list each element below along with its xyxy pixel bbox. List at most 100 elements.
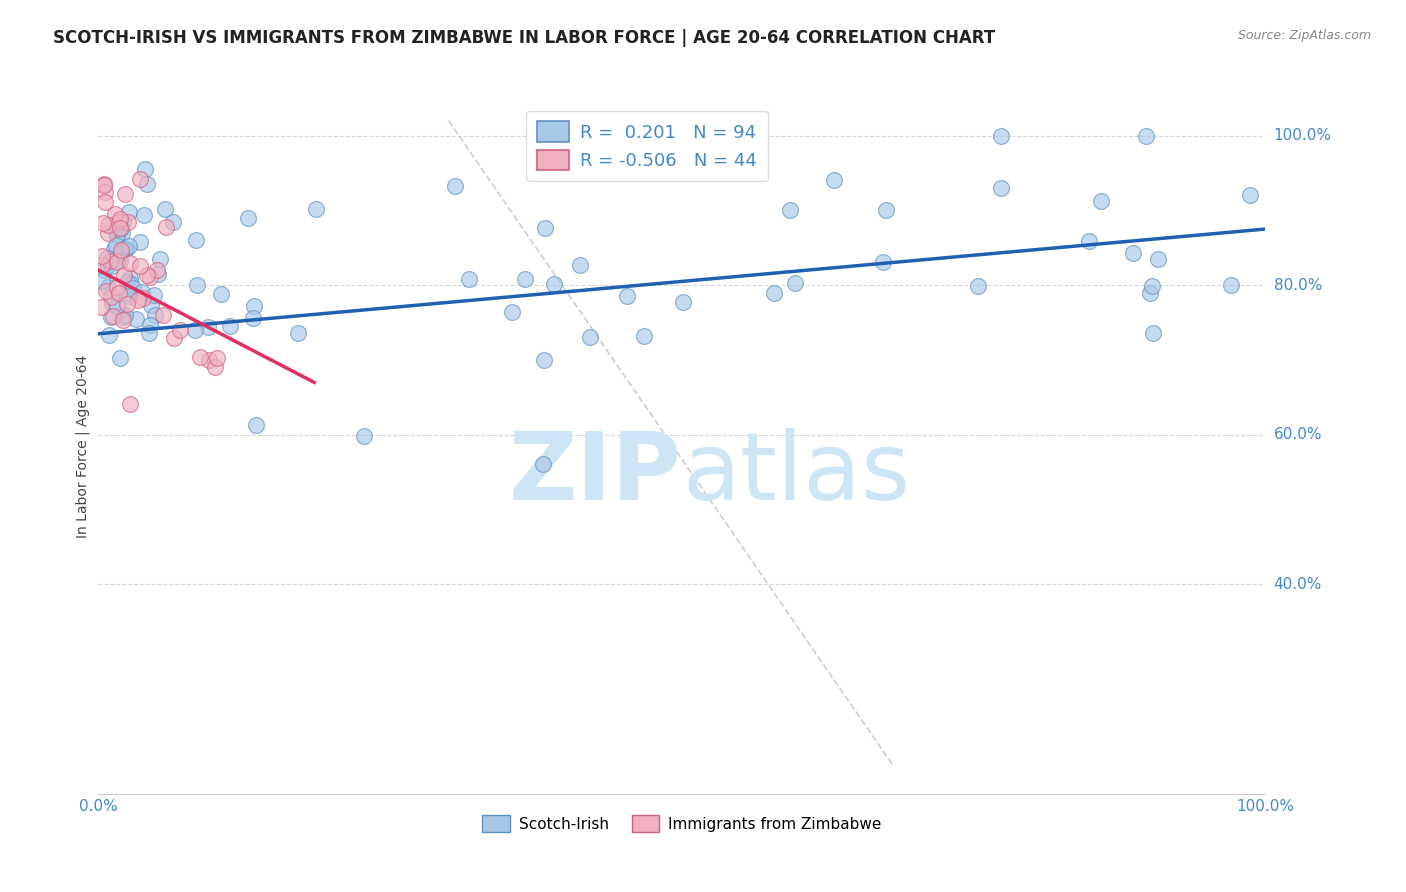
Point bbox=[169, 323, 191, 337]
Point bbox=[110, 220, 132, 235]
Point bbox=[94, 185, 117, 199]
Point bbox=[149, 252, 172, 266]
Point bbox=[118, 270, 141, 285]
Point bbox=[117, 289, 139, 303]
Point bbox=[132, 291, 155, 305]
Point bbox=[209, 286, 232, 301]
Point bbox=[107, 220, 129, 235]
Point bbox=[197, 319, 219, 334]
Point bbox=[146, 263, 169, 277]
Point bbox=[110, 244, 132, 258]
Point bbox=[96, 219, 118, 233]
Point bbox=[534, 220, 557, 235]
Point bbox=[1139, 285, 1161, 300]
Point bbox=[118, 397, 141, 411]
Point bbox=[115, 297, 138, 311]
Point bbox=[501, 304, 523, 318]
Point bbox=[245, 417, 267, 432]
Point bbox=[114, 308, 136, 322]
Point bbox=[108, 211, 131, 226]
Point bbox=[136, 268, 159, 283]
Point bbox=[90, 249, 112, 263]
Point bbox=[139, 318, 162, 332]
Point bbox=[115, 242, 138, 256]
Point bbox=[458, 272, 481, 286]
Point bbox=[513, 272, 536, 286]
Point bbox=[129, 259, 152, 273]
Point bbox=[763, 285, 786, 300]
Point bbox=[90, 300, 112, 314]
Point bbox=[118, 239, 141, 253]
Point bbox=[142, 288, 165, 302]
Text: 80.0%: 80.0% bbox=[1274, 277, 1322, 293]
Point bbox=[90, 258, 112, 272]
Point bbox=[1239, 187, 1261, 202]
Point bbox=[134, 161, 156, 176]
Point bbox=[127, 293, 149, 307]
Point bbox=[93, 178, 115, 193]
Point bbox=[579, 330, 602, 344]
Point bbox=[122, 281, 145, 295]
Point bbox=[204, 360, 226, 375]
Point bbox=[1146, 252, 1168, 267]
Text: atlas: atlas bbox=[682, 428, 910, 520]
Point bbox=[967, 279, 990, 293]
Point bbox=[101, 296, 124, 310]
Text: 100.0%: 100.0% bbox=[1274, 128, 1331, 143]
Point bbox=[91, 216, 114, 230]
Point bbox=[129, 172, 152, 186]
Point bbox=[115, 286, 138, 301]
Point bbox=[243, 299, 266, 313]
Point bbox=[184, 323, 207, 337]
Point bbox=[823, 173, 845, 187]
Point bbox=[186, 278, 208, 293]
Point bbox=[131, 285, 153, 299]
Point bbox=[533, 353, 555, 368]
Point bbox=[633, 329, 655, 343]
Point bbox=[114, 187, 136, 202]
Point bbox=[108, 214, 131, 228]
Point bbox=[100, 310, 122, 324]
Point bbox=[128, 235, 150, 249]
Point bbox=[108, 220, 131, 235]
Point bbox=[100, 290, 122, 304]
Point bbox=[242, 310, 264, 325]
Point bbox=[98, 254, 121, 268]
Point bbox=[139, 298, 162, 312]
Point bbox=[875, 202, 897, 217]
Point bbox=[107, 227, 129, 241]
Point bbox=[117, 215, 139, 229]
Legend: Scotch-Irish, Immigrants from Zimbabwe: Scotch-Irish, Immigrants from Zimbabwe bbox=[477, 808, 887, 838]
Point bbox=[118, 256, 141, 270]
Point bbox=[108, 351, 131, 365]
Point bbox=[543, 277, 565, 292]
Point bbox=[105, 299, 128, 313]
Point bbox=[190, 351, 212, 365]
Point bbox=[155, 220, 177, 235]
Point bbox=[115, 275, 138, 289]
Point bbox=[238, 211, 260, 225]
Point bbox=[104, 207, 127, 221]
Point bbox=[872, 254, 894, 268]
Point bbox=[105, 280, 128, 294]
Text: Source: ZipAtlas.com: Source: ZipAtlas.com bbox=[1237, 29, 1371, 42]
Text: ZIP: ZIP bbox=[509, 428, 682, 520]
Point bbox=[162, 215, 184, 229]
Y-axis label: In Labor Force | Age 20-64: In Labor Force | Age 20-64 bbox=[76, 354, 90, 538]
Point bbox=[186, 233, 208, 247]
Point bbox=[96, 252, 118, 266]
Point bbox=[353, 429, 375, 443]
Point bbox=[531, 458, 554, 472]
Point bbox=[112, 268, 135, 282]
Point bbox=[444, 179, 467, 194]
Point bbox=[1122, 245, 1144, 260]
Point bbox=[136, 177, 159, 191]
Point bbox=[111, 226, 134, 240]
Point bbox=[139, 270, 162, 285]
Point bbox=[1135, 128, 1157, 143]
Point bbox=[125, 311, 148, 326]
Point bbox=[990, 181, 1012, 195]
Point bbox=[616, 289, 638, 303]
Point bbox=[97, 279, 120, 293]
Point bbox=[1090, 194, 1112, 208]
